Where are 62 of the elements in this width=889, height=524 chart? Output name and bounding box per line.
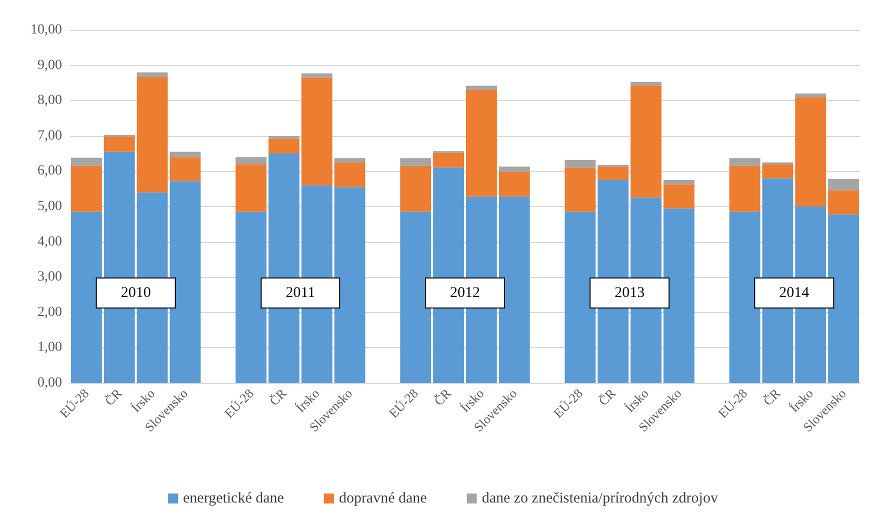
bar bbox=[828, 178, 860, 190]
bar bbox=[136, 72, 168, 77]
bar bbox=[828, 190, 860, 214]
x-tick-label: ČR bbox=[596, 385, 619, 409]
bar bbox=[70, 166, 102, 212]
y-tick-label: 8,00 bbox=[38, 93, 62, 108]
bar bbox=[498, 166, 530, 172]
annotation: 2013 bbox=[614, 284, 645, 301]
y-tick-label: 7,00 bbox=[38, 128, 62, 144]
annotation: 2012 bbox=[450, 284, 480, 301]
bar bbox=[466, 86, 497, 90]
y-tick-label: 3,00 bbox=[38, 270, 62, 285]
x-tick-label: ČR bbox=[430, 385, 454, 409]
annotation: 2014 bbox=[779, 284, 810, 301]
x-tick-label: ČR bbox=[266, 385, 290, 409]
bar bbox=[498, 196, 530, 383]
bar bbox=[236, 164, 267, 212]
bar bbox=[498, 172, 530, 197]
bar bbox=[564, 160, 596, 168]
bar bbox=[400, 212, 432, 383]
bar bbox=[795, 94, 826, 98]
bar bbox=[70, 158, 102, 166]
legend-label: dopravné dane bbox=[338, 490, 428, 506]
bar bbox=[400, 158, 432, 166]
bar bbox=[301, 73, 332, 78]
legend-label: energetické dane bbox=[183, 490, 284, 506]
bar bbox=[795, 97, 826, 206]
bar bbox=[663, 180, 694, 184]
annotation: 2010 bbox=[120, 284, 151, 301]
y-tick-label: 10,00 bbox=[30, 22, 62, 38]
bar bbox=[236, 157, 267, 164]
bar bbox=[334, 162, 366, 188]
bar bbox=[400, 166, 432, 212]
y-tick-label: 1,00 bbox=[38, 340, 62, 356]
y-tick-label: 5,00 bbox=[38, 199, 62, 214]
bar bbox=[70, 212, 102, 383]
x-tick-label: ČR bbox=[760, 385, 784, 409]
bar bbox=[334, 187, 366, 383]
y-tick-label: 9,00 bbox=[38, 58, 62, 73]
legend-label: dane zo znečistenia/prírodných zdrojov bbox=[482, 490, 718, 506]
bar bbox=[268, 138, 300, 154]
bar bbox=[466, 90, 497, 197]
y-tick-label: 0,00 bbox=[38, 376, 62, 390]
bar bbox=[564, 168, 596, 212]
bar bbox=[828, 214, 860, 383]
bar bbox=[630, 82, 662, 86]
bar bbox=[630, 85, 662, 198]
y-tick-label: 2,00 bbox=[38, 304, 62, 320]
bar bbox=[564, 212, 596, 383]
bar bbox=[236, 212, 267, 383]
bar bbox=[301, 78, 332, 186]
bar bbox=[170, 152, 201, 158]
y-tick-label: 6,00 bbox=[38, 164, 62, 179]
bar bbox=[104, 136, 135, 152]
annotation: 2011 bbox=[286, 284, 316, 301]
bar bbox=[598, 166, 629, 180]
bar bbox=[663, 208, 694, 383]
bar bbox=[663, 184, 694, 208]
x-tick-label: ČR bbox=[102, 385, 125, 409]
y-tick-label: 4,00 bbox=[38, 234, 62, 250]
bar bbox=[334, 158, 366, 162]
bar bbox=[433, 152, 464, 168]
